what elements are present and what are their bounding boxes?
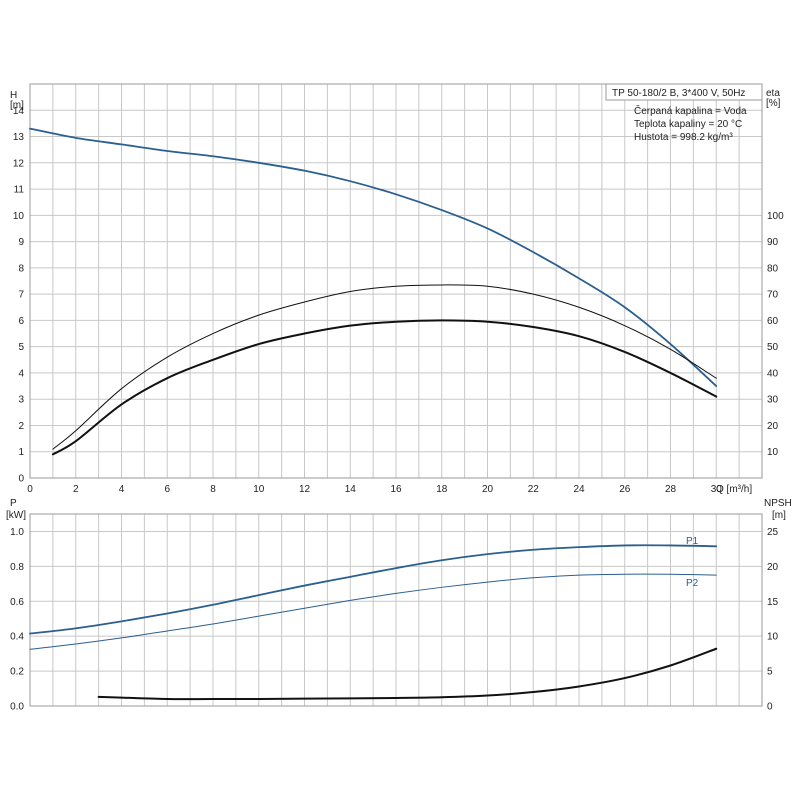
right-tick-label: 20 — [767, 562, 779, 573]
left-tick-label: 3 — [18, 395, 24, 406]
x-tick-label: 18 — [436, 484, 448, 495]
top-series-line-2 — [51, 319, 718, 456]
info-temperature: Teplota kapaliny = 20 °C — [634, 119, 742, 130]
top-series-line-1 — [52, 284, 717, 450]
top-right-axis-unit: [%] — [766, 98, 781, 109]
x-tick-label: 14 — [345, 484, 357, 495]
bottom-panel-ticks: 0.0 0.2 0.4 0.6 0.8 1.0 0 5 10 15 20 25 — [10, 527, 778, 713]
left-tick-label: 6 — [18, 316, 24, 327]
x-tick-label: 16 — [390, 484, 402, 495]
right-tick-label: 50 — [767, 342, 779, 353]
x-tick-label: 2 — [73, 484, 79, 495]
right-tick-label: 15 — [767, 597, 779, 608]
bottom-series-line-1 — [29, 573, 717, 650]
x-tick-label: 10 — [253, 484, 265, 495]
bottom-panel-grid — [29, 513, 763, 707]
left-tick-label: 12 — [13, 158, 25, 169]
right-tick-label: 70 — [767, 290, 779, 301]
left-tick-label: 7 — [18, 290, 24, 301]
top-plot-frame — [29, 83, 763, 479]
right-tick-label: 10 — [767, 632, 779, 643]
x-tick-label: 0 — [27, 484, 33, 495]
bottom-panel-series — [29, 544, 718, 701]
right-tick-label: 100 — [767, 211, 784, 222]
left-tick-label: 9 — [18, 237, 24, 248]
left-tick-label: 13 — [13, 132, 25, 143]
left-tick-label: 1 — [18, 447, 24, 458]
top-left-axis-unit: [m] — [10, 100, 24, 111]
left-tick-label: 5 — [18, 342, 24, 353]
x-tick-label: 8 — [210, 484, 216, 495]
info-pump-model: TP 50-180/2 B, 3*400 V, 50Hz — [612, 88, 745, 99]
right-tick-label: 5 — [767, 667, 773, 678]
top-right-axis-title: eta — [766, 88, 780, 99]
right-tick-label: 20 — [767, 421, 779, 432]
series-label-p1: P1 — [686, 536, 699, 547]
x-tick-label: 30 — [711, 484, 723, 495]
left-tick-label: 0.2 — [10, 667, 24, 678]
bottom-series-line-2 — [97, 647, 718, 701]
right-tick-label: 30 — [767, 395, 779, 406]
right-tick-label: 40 — [767, 368, 779, 379]
bottom-right-axis-title: NPSH — [764, 498, 792, 509]
x-tick-label: 28 — [665, 484, 677, 495]
x-axis-label: Q [m³/h] — [716, 484, 752, 495]
left-tick-label: 0.4 — [10, 632, 24, 643]
x-tick-label: 24 — [573, 484, 585, 495]
bottom-left-axis-unit: [kW] — [6, 510, 26, 521]
bottom-plot-frame — [29, 513, 763, 707]
left-tick-label: 8 — [18, 263, 24, 274]
top-panel-grid — [29, 83, 763, 479]
left-tick-label: 0.8 — [10, 562, 24, 573]
top-series-line-0 — [29, 127, 718, 387]
info-box: TP 50-180/2 B, 3*400 V, 50Hz Čerpaná kap… — [605, 83, 763, 143]
left-tick-label: 2 — [18, 421, 24, 432]
left-tick-label: 14 — [13, 106, 25, 117]
left-tick-label: 1.0 — [10, 527, 24, 538]
x-tick-label: 22 — [528, 484, 540, 495]
bottom-right-axis-unit: [m] — [772, 510, 786, 521]
right-tick-label: 25 — [767, 527, 779, 538]
left-tick-label: 0.0 — [10, 702, 24, 713]
left-tick-label: 11 — [14, 185, 25, 196]
x-tick-label: 4 — [119, 484, 125, 495]
series-label-p2: P2 — [686, 578, 699, 589]
top-left-axis-title: H — [10, 90, 17, 101]
top-panel-series — [29, 127, 718, 456]
left-tick-label: 10 — [13, 211, 25, 222]
left-tick-label: 0.6 — [10, 597, 24, 608]
x-tick-label: 12 — [299, 484, 311, 495]
x-tick-label: 20 — [482, 484, 494, 495]
bottom-left-axis-title: P — [10, 498, 17, 509]
top-panel-ticks: 0123456789101112131410203040506070809010… — [13, 106, 784, 495]
bottom-series-line-0 — [29, 544, 718, 635]
info-density: Hustota = 998.2 kg/m³ — [634, 132, 733, 143]
info-liquid: Čerpaná kapalina = Voda — [634, 104, 747, 117]
right-tick-label: 90 — [767, 237, 779, 248]
x-tick-label: 26 — [619, 484, 631, 495]
left-tick-label: 4 — [18, 368, 24, 379]
right-tick-label: 80 — [767, 263, 779, 274]
right-tick-label: 60 — [767, 316, 779, 327]
right-tick-label: 0 — [767, 702, 773, 713]
right-tick-label: 10 — [767, 447, 779, 458]
left-tick-label: 0 — [18, 474, 24, 485]
x-tick-label: 6 — [164, 484, 170, 495]
